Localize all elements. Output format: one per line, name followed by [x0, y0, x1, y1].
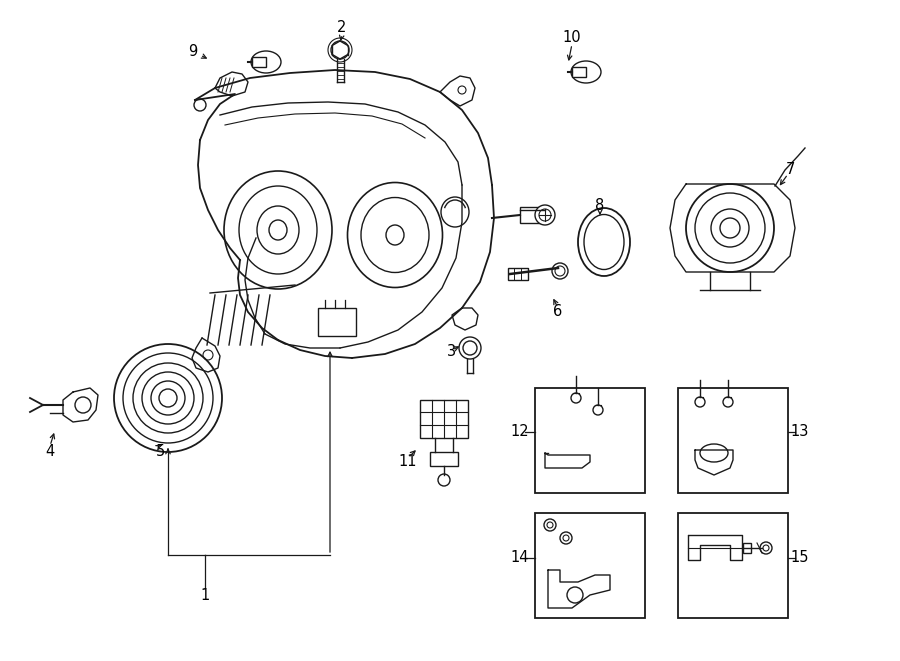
Circle shape [535, 205, 555, 225]
Bar [743, 543, 751, 553]
Text: 2: 2 [338, 20, 346, 36]
Text: 11: 11 [399, 455, 418, 469]
Bar [535, 388, 645, 493]
Circle shape [438, 474, 450, 486]
Bar [252, 57, 266, 67]
Bar [318, 308, 356, 336]
Circle shape [544, 519, 556, 531]
Circle shape [560, 532, 572, 544]
Text: 6: 6 [554, 305, 562, 319]
Bar [678, 513, 788, 618]
Text: 12: 12 [510, 424, 529, 440]
Text: 8: 8 [596, 198, 605, 212]
Bar [520, 207, 544, 223]
Circle shape [552, 263, 568, 279]
Bar [430, 452, 458, 466]
Text: 5: 5 [156, 444, 165, 459]
Text: 14: 14 [511, 551, 529, 566]
Text: 1: 1 [201, 588, 210, 602]
Bar [572, 67, 586, 77]
Bar [420, 400, 468, 438]
Circle shape [760, 542, 772, 554]
Text: 9: 9 [188, 44, 198, 59]
Text: 4: 4 [45, 444, 55, 459]
Circle shape [459, 337, 481, 359]
Text: 15: 15 [791, 551, 809, 566]
Text: 7: 7 [786, 163, 795, 178]
Text: 3: 3 [447, 344, 456, 360]
Bar [508, 268, 528, 280]
Bar [678, 388, 788, 493]
Circle shape [720, 218, 740, 238]
Circle shape [75, 397, 91, 413]
Text: 13: 13 [791, 424, 809, 440]
Text: 10: 10 [562, 30, 581, 46]
Bar [535, 513, 645, 618]
